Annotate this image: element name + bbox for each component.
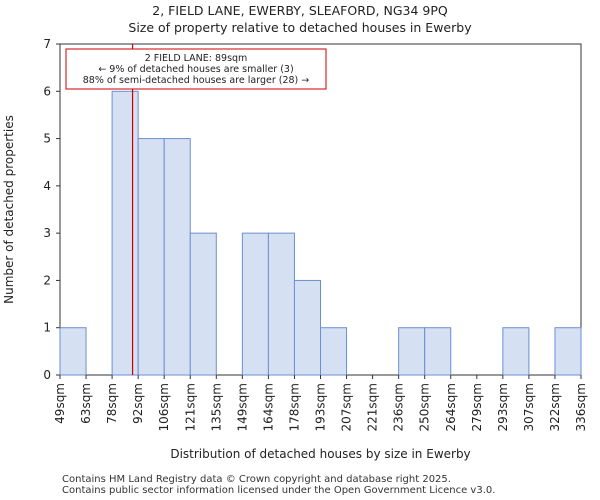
x-tick-label-264sqm: 264sqm bbox=[444, 383, 458, 431]
y-tick-label-6: 6 bbox=[43, 84, 51, 98]
x-tick-label-307sqm: 307sqm bbox=[522, 383, 536, 431]
x-tick-label-293sqm: 293sqm bbox=[496, 383, 510, 431]
bar-106sqm bbox=[163, 138, 191, 376]
annotation-box bbox=[65, 48, 327, 90]
x-tick-label-236sqm: 236sqm bbox=[392, 383, 406, 431]
x-tick-label-106sqm: 106sqm bbox=[157, 383, 171, 431]
bar-236sqm bbox=[398, 327, 426, 376]
x-tick-label-193sqm: 193sqm bbox=[314, 383, 328, 431]
x-tick-label-336sqm: 336sqm bbox=[574, 383, 588, 431]
annotation-line-2: ← 9% of detached houses are smaller (3) bbox=[98, 64, 293, 75]
x-tick-label-178sqm: 178sqm bbox=[287, 383, 301, 431]
y-axis-label: Number of detached properties bbox=[2, 115, 16, 304]
bar-78sqm bbox=[111, 90, 139, 376]
x-tick-label-92sqm: 92sqm bbox=[131, 383, 145, 424]
chart-title: 2, FIELD LANE, EWERBY, SLEAFORD, NG34 9P… bbox=[152, 3, 448, 18]
x-tick-label-221sqm: 221sqm bbox=[366, 383, 380, 431]
x-tick-label-121sqm: 121sqm bbox=[183, 383, 197, 431]
x-tick-label-322sqm: 322sqm bbox=[548, 383, 562, 431]
y-tick-label-1: 1 bbox=[43, 321, 51, 335]
x-tick-label-250sqm: 250sqm bbox=[418, 383, 432, 431]
y-tick-label-5: 5 bbox=[43, 132, 51, 146]
footer-licence: Contains public sector information licen… bbox=[62, 485, 496, 496]
bar-322sqm bbox=[554, 327, 582, 376]
bar-193sqm bbox=[320, 327, 348, 376]
x-tick-label-78sqm: 78sqm bbox=[105, 383, 119, 424]
y-tick-label-4: 4 bbox=[43, 179, 51, 193]
bar-250sqm bbox=[424, 327, 452, 376]
y-tick-label-7: 7 bbox=[43, 37, 51, 51]
x-tick-label-279sqm: 279sqm bbox=[470, 383, 484, 431]
bar-92sqm bbox=[137, 138, 165, 376]
bar-293sqm bbox=[502, 327, 530, 376]
x-tick-label-207sqm: 207sqm bbox=[340, 383, 354, 431]
x-tick-label-164sqm: 164sqm bbox=[261, 383, 275, 431]
x-axis-label: Distribution of detached houses by size … bbox=[170, 447, 470, 461]
bar-49sqm bbox=[59, 327, 87, 376]
bar-164sqm bbox=[267, 232, 295, 376]
chart-subtitle: Size of property relative to detached ho… bbox=[128, 20, 472, 35]
y-tick-label-2: 2 bbox=[43, 273, 51, 287]
annotation-line-3: 88% of semi-detached houses are larger (… bbox=[83, 75, 310, 86]
y-tick-label-3: 3 bbox=[43, 226, 51, 240]
x-tick-label-135sqm: 135sqm bbox=[209, 383, 223, 431]
bar-149sqm bbox=[241, 232, 269, 376]
bar-178sqm bbox=[293, 279, 322, 376]
y-tick-label-0: 0 bbox=[43, 368, 51, 382]
x-tick-label-149sqm: 149sqm bbox=[235, 383, 249, 431]
x-tick-label-49sqm: 49sqm bbox=[53, 383, 67, 424]
bar-121sqm bbox=[189, 232, 217, 376]
x-tick-label-63sqm: 63sqm bbox=[79, 383, 93, 424]
annotation-line-1: 2 FIELD LANE: 89sqm bbox=[145, 53, 248, 64]
footer-copyright: Contains HM Land Registry data © Crown c… bbox=[62, 474, 451, 485]
